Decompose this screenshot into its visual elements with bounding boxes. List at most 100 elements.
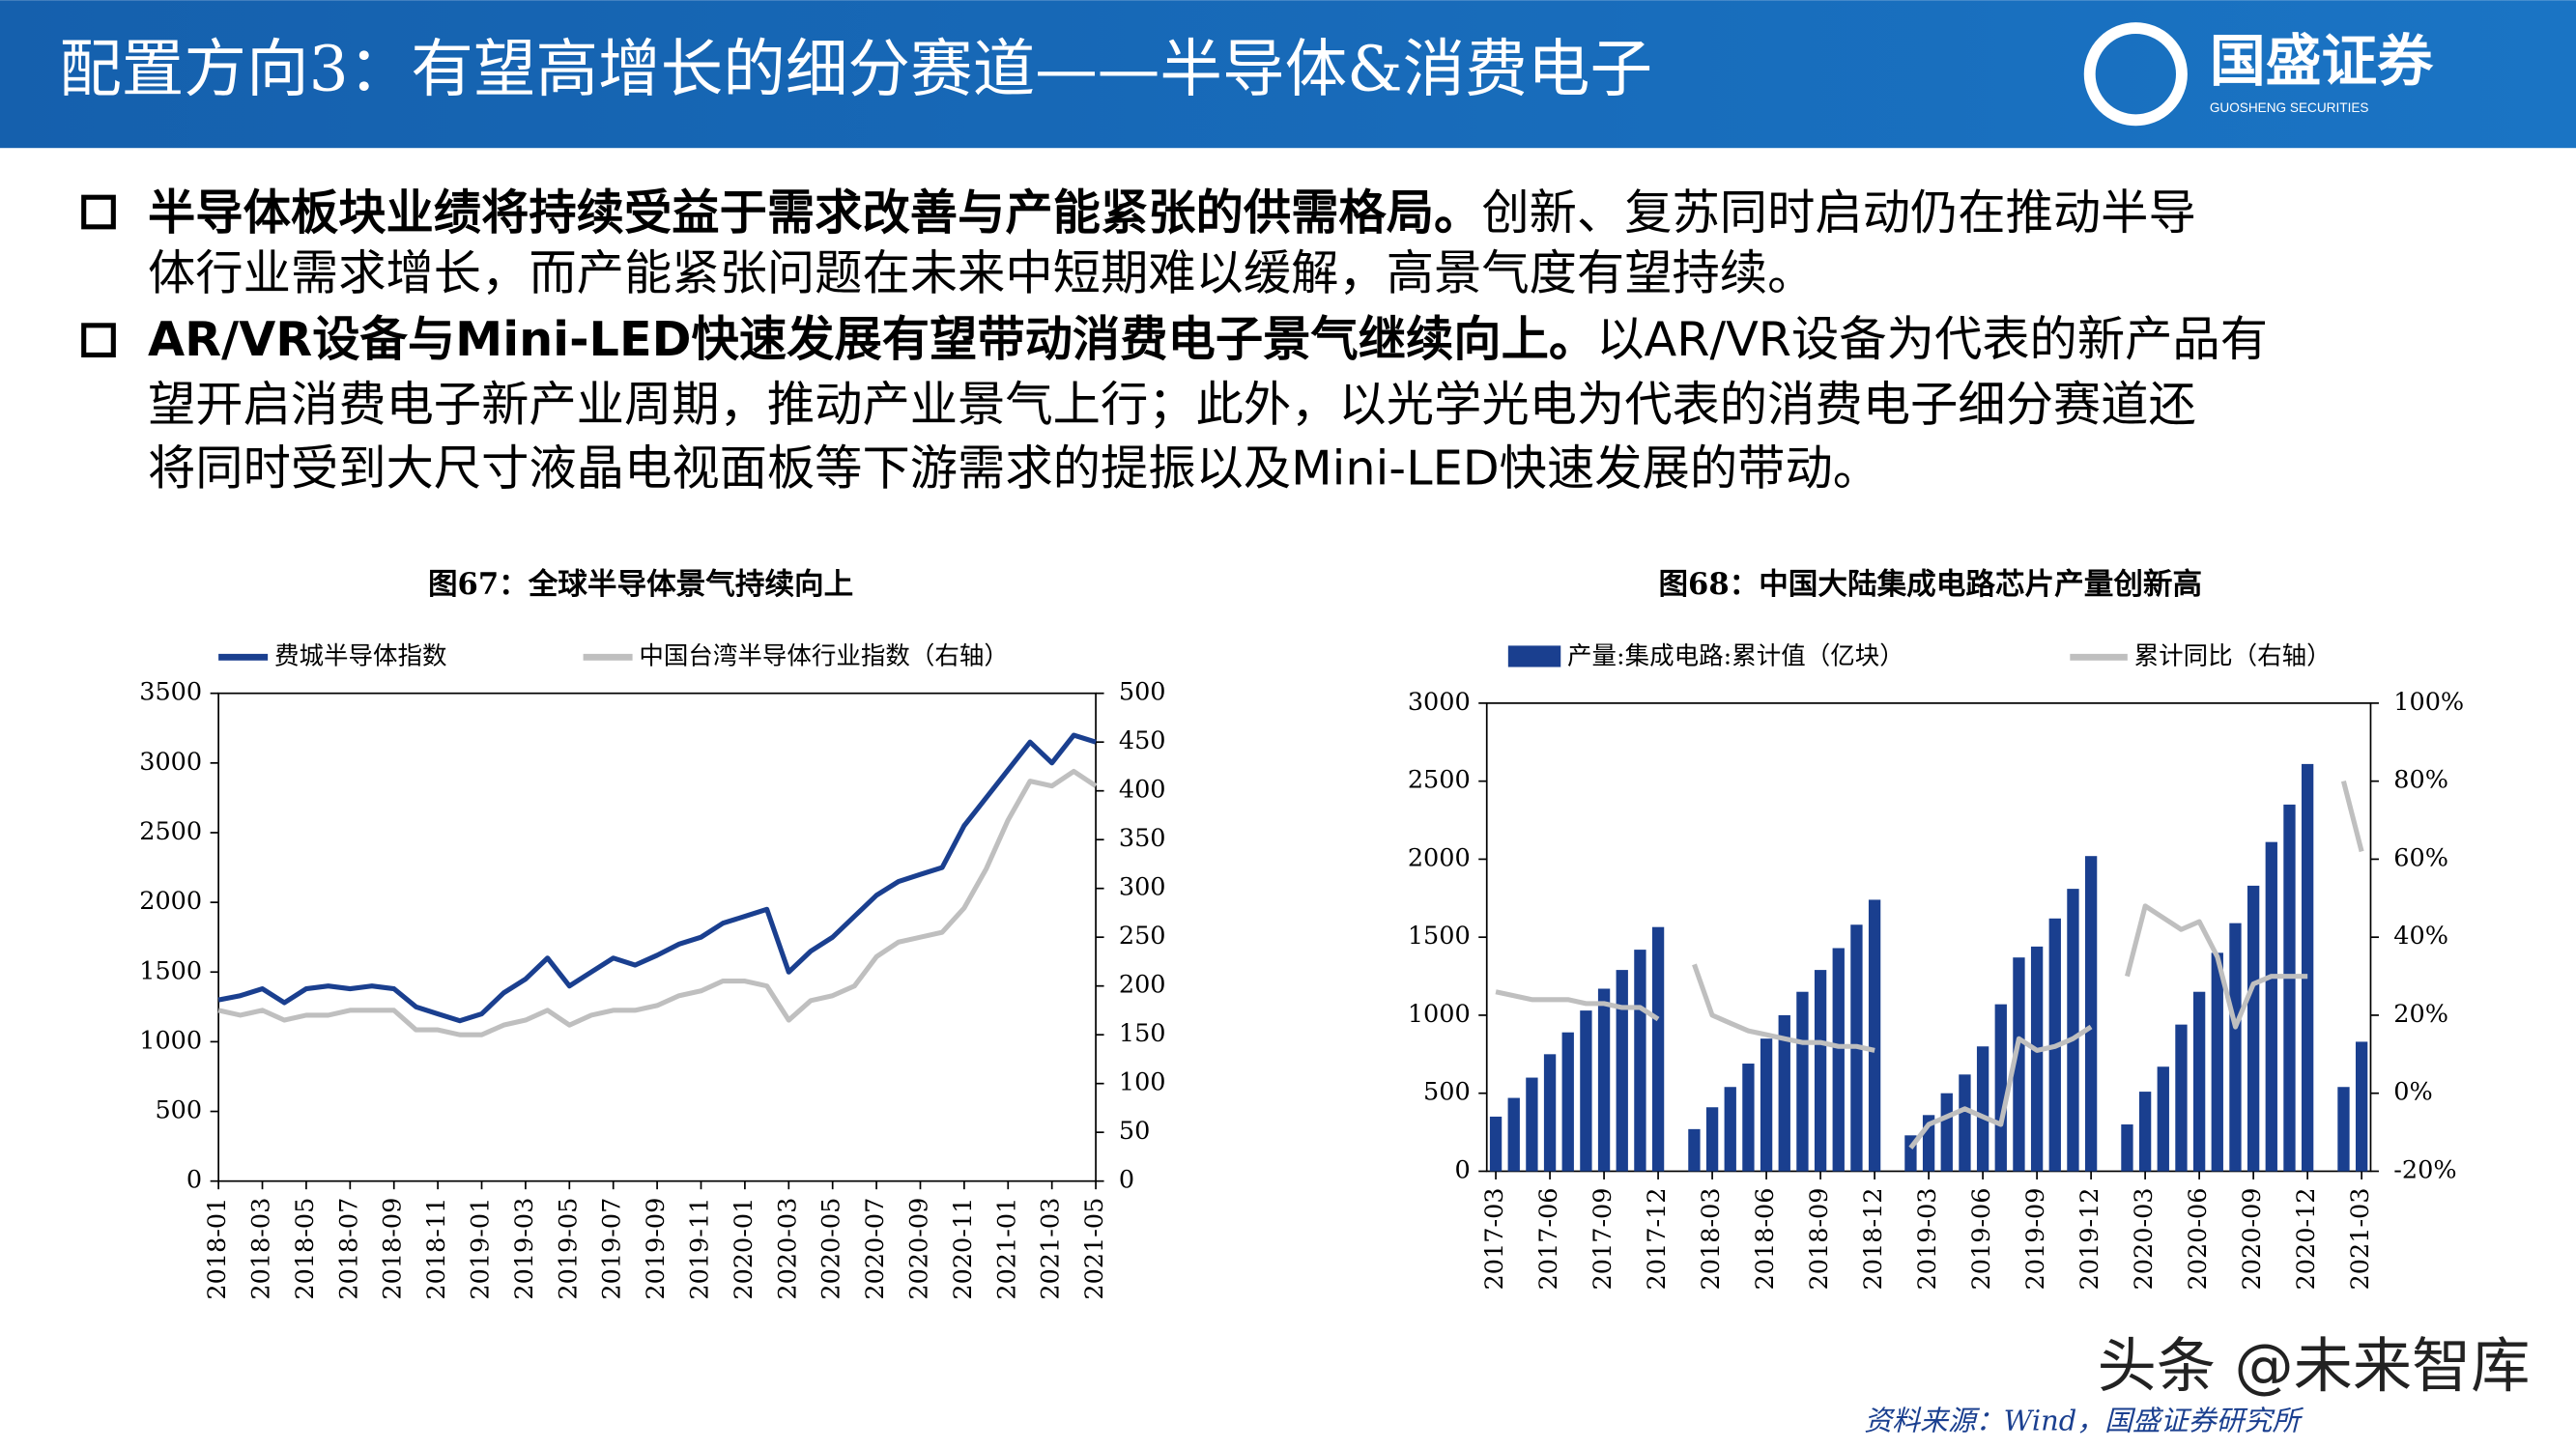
y2-tick-label: 450 — [1119, 726, 1166, 755]
y2-tick-label: 400 — [1119, 776, 1166, 805]
y2-tick-label: 350 — [1119, 824, 1166, 853]
y-tick-label: 1500 — [139, 956, 202, 985]
y-tick-label: 3500 — [139, 678, 202, 707]
x-tick-label: 2019-12 — [2075, 1187, 2104, 1290]
legend-label: 累计同比（右轴） — [2134, 641, 2332, 670]
bar — [1543, 1054, 1557, 1172]
bar — [1724, 1087, 1736, 1172]
x-tick-label: 2017-09 — [1589, 1187, 1617, 1290]
bar — [2067, 889, 2079, 1172]
bar — [1597, 988, 1611, 1172]
line-series — [217, 732, 1097, 1024]
bar — [1832, 948, 1845, 1172]
x-tick-label: 2019-03 — [1913, 1187, 1942, 1290]
x-tick-label: 2020-07 — [861, 1198, 890, 1300]
bar — [2229, 923, 2242, 1172]
y2-tick-label: 100% — [2393, 688, 2464, 717]
bar — [1814, 970, 1827, 1172]
x-tick-label: 2018-09 — [1805, 1187, 1834, 1290]
y2-tick-label: 50 — [1119, 1117, 1150, 1146]
bullet-text: 创新、复苏同时启动仍在推动半导 — [1481, 184, 2195, 240]
x-tick-label: 2020-12 — [2292, 1187, 2321, 1290]
y2-tick-label: 60% — [2393, 843, 2448, 872]
bar — [1796, 991, 1809, 1172]
logo-text: 国盛证券 — [2210, 28, 2434, 94]
y-tick-label: 500 — [155, 1096, 202, 1125]
bar — [1778, 1014, 1790, 1172]
x-tick-label: 2018-06 — [1751, 1187, 1780, 1290]
y-tick-label: 1000 — [139, 1026, 202, 1055]
bullet-lead: AR/VR设备与Mini-LED快速发展有望带动消费电子景气继续向上。 — [148, 310, 1596, 366]
bar — [1959, 1074, 1971, 1172]
x-tick-label: 2019-09 — [2021, 1187, 2050, 1290]
logo-icon — [2083, 22, 2188, 127]
x-tick-label: 2020-06 — [2184, 1187, 2213, 1290]
bullet-text: 体行业需求增长，而产能紧张问题在未来中短期难以缓解，高景气度有望持续。 — [148, 244, 1815, 300]
x-tick-label: 2019-11 — [685, 1198, 714, 1300]
bar — [2157, 1066, 2169, 1172]
bar — [1580, 1010, 1592, 1172]
bullet-line: 半导体板块业绩将持续受益于需求改善与产能紧张的供需格局。创新、复苏同时启动仍在推… — [148, 184, 2196, 240]
x-tick-label: 2018-12 — [1859, 1187, 1888, 1290]
bar — [2283, 804, 2296, 1172]
x-tick-label: 2018-05 — [291, 1198, 320, 1300]
bar — [2301, 763, 2314, 1172]
bullet-box — [81, 323, 116, 357]
bar — [1616, 970, 1628, 1172]
source: 资料来源：Wind，国盛证券研究所 — [1864, 1405, 2304, 1437]
bar — [2192, 991, 2206, 1172]
watermark: 头条 @未来智库 — [2098, 1332, 2531, 1401]
legend-label: 产量:集成电路:累计值（亿块） — [1567, 641, 1904, 670]
y-tick-label: 2000 — [139, 887, 202, 916]
bullet-text: 以AR/VR设备为代表的新产品有 — [1596, 310, 2268, 366]
x-tick-label: 2020-09 — [904, 1198, 933, 1300]
y2-tick-label: 500 — [1119, 678, 1166, 707]
y2-tick-label: -20% — [2393, 1155, 2456, 1184]
x-tick-label: 2020-03 — [773, 1198, 802, 1300]
x-tick-label: 2017-12 — [1643, 1187, 1672, 1290]
x-tick-label: 2020-01 — [730, 1198, 758, 1300]
bar — [2084, 856, 2098, 1172]
bar — [1688, 1128, 1701, 1172]
bullet-text: 望开启消费电子新产业周期，推动产业景气上行；此外，以光学光电为代表的消费电子细分… — [148, 376, 2196, 432]
bar — [1760, 1038, 1773, 1172]
bar — [2355, 1041, 2368, 1172]
y-tick-label: 0 — [1454, 1155, 1470, 1184]
x-tick-label: 2018-07 — [334, 1198, 363, 1300]
bar — [2211, 952, 2223, 1172]
y-tick-label: 0 — [186, 1166, 202, 1195]
bar — [2175, 1024, 2188, 1172]
bar — [1561, 1032, 1574, 1172]
legend-label: 中国台湾半导体行业指数（右轴） — [639, 641, 1009, 670]
bar — [1994, 1004, 2007, 1172]
bar — [1940, 1093, 1953, 1172]
bar — [1489, 1116, 1503, 1172]
bar — [1742, 1064, 1755, 1172]
x-tick-label: 2018-11 — [422, 1198, 451, 1300]
line-series — [1495, 781, 2364, 1150]
y2-tick-label: 20% — [2393, 1000, 2448, 1029]
x-tick-label: 2021-03 — [1037, 1198, 1066, 1300]
bar — [2138, 1092, 2152, 1172]
x-tick-label: 2019-05 — [554, 1198, 583, 1300]
bar — [1651, 926, 1665, 1172]
y2-tick-label: 80% — [2393, 766, 2448, 795]
y-tick-label: 2000 — [1408, 843, 1471, 872]
x-tick-label: 2018-09 — [379, 1198, 408, 1300]
bar — [1705, 1107, 1719, 1172]
bar — [1976, 1046, 1989, 1172]
x-tick-label: 2019-09 — [642, 1198, 671, 1300]
bar — [1634, 950, 1646, 1172]
y2-tick-label: 300 — [1119, 873, 1166, 902]
chart-title: 图68：中国大陆集成电路芯片产量创新高 — [1658, 567, 2202, 602]
x-tick-label: 2018-03 — [1697, 1187, 1726, 1290]
y-tick-label: 1500 — [1408, 922, 1471, 951]
chart-title: 图67：全球半导体景气持续向上 — [428, 567, 853, 602]
bar — [2030, 946, 2044, 1172]
y2-tick-label: 0 — [1119, 1166, 1134, 1195]
x-tick-label: 2019-07 — [598, 1198, 627, 1300]
y2-tick-label: 40% — [2393, 922, 2448, 951]
bar — [1507, 1097, 1520, 1172]
y-tick-label: 2500 — [139, 817, 202, 846]
